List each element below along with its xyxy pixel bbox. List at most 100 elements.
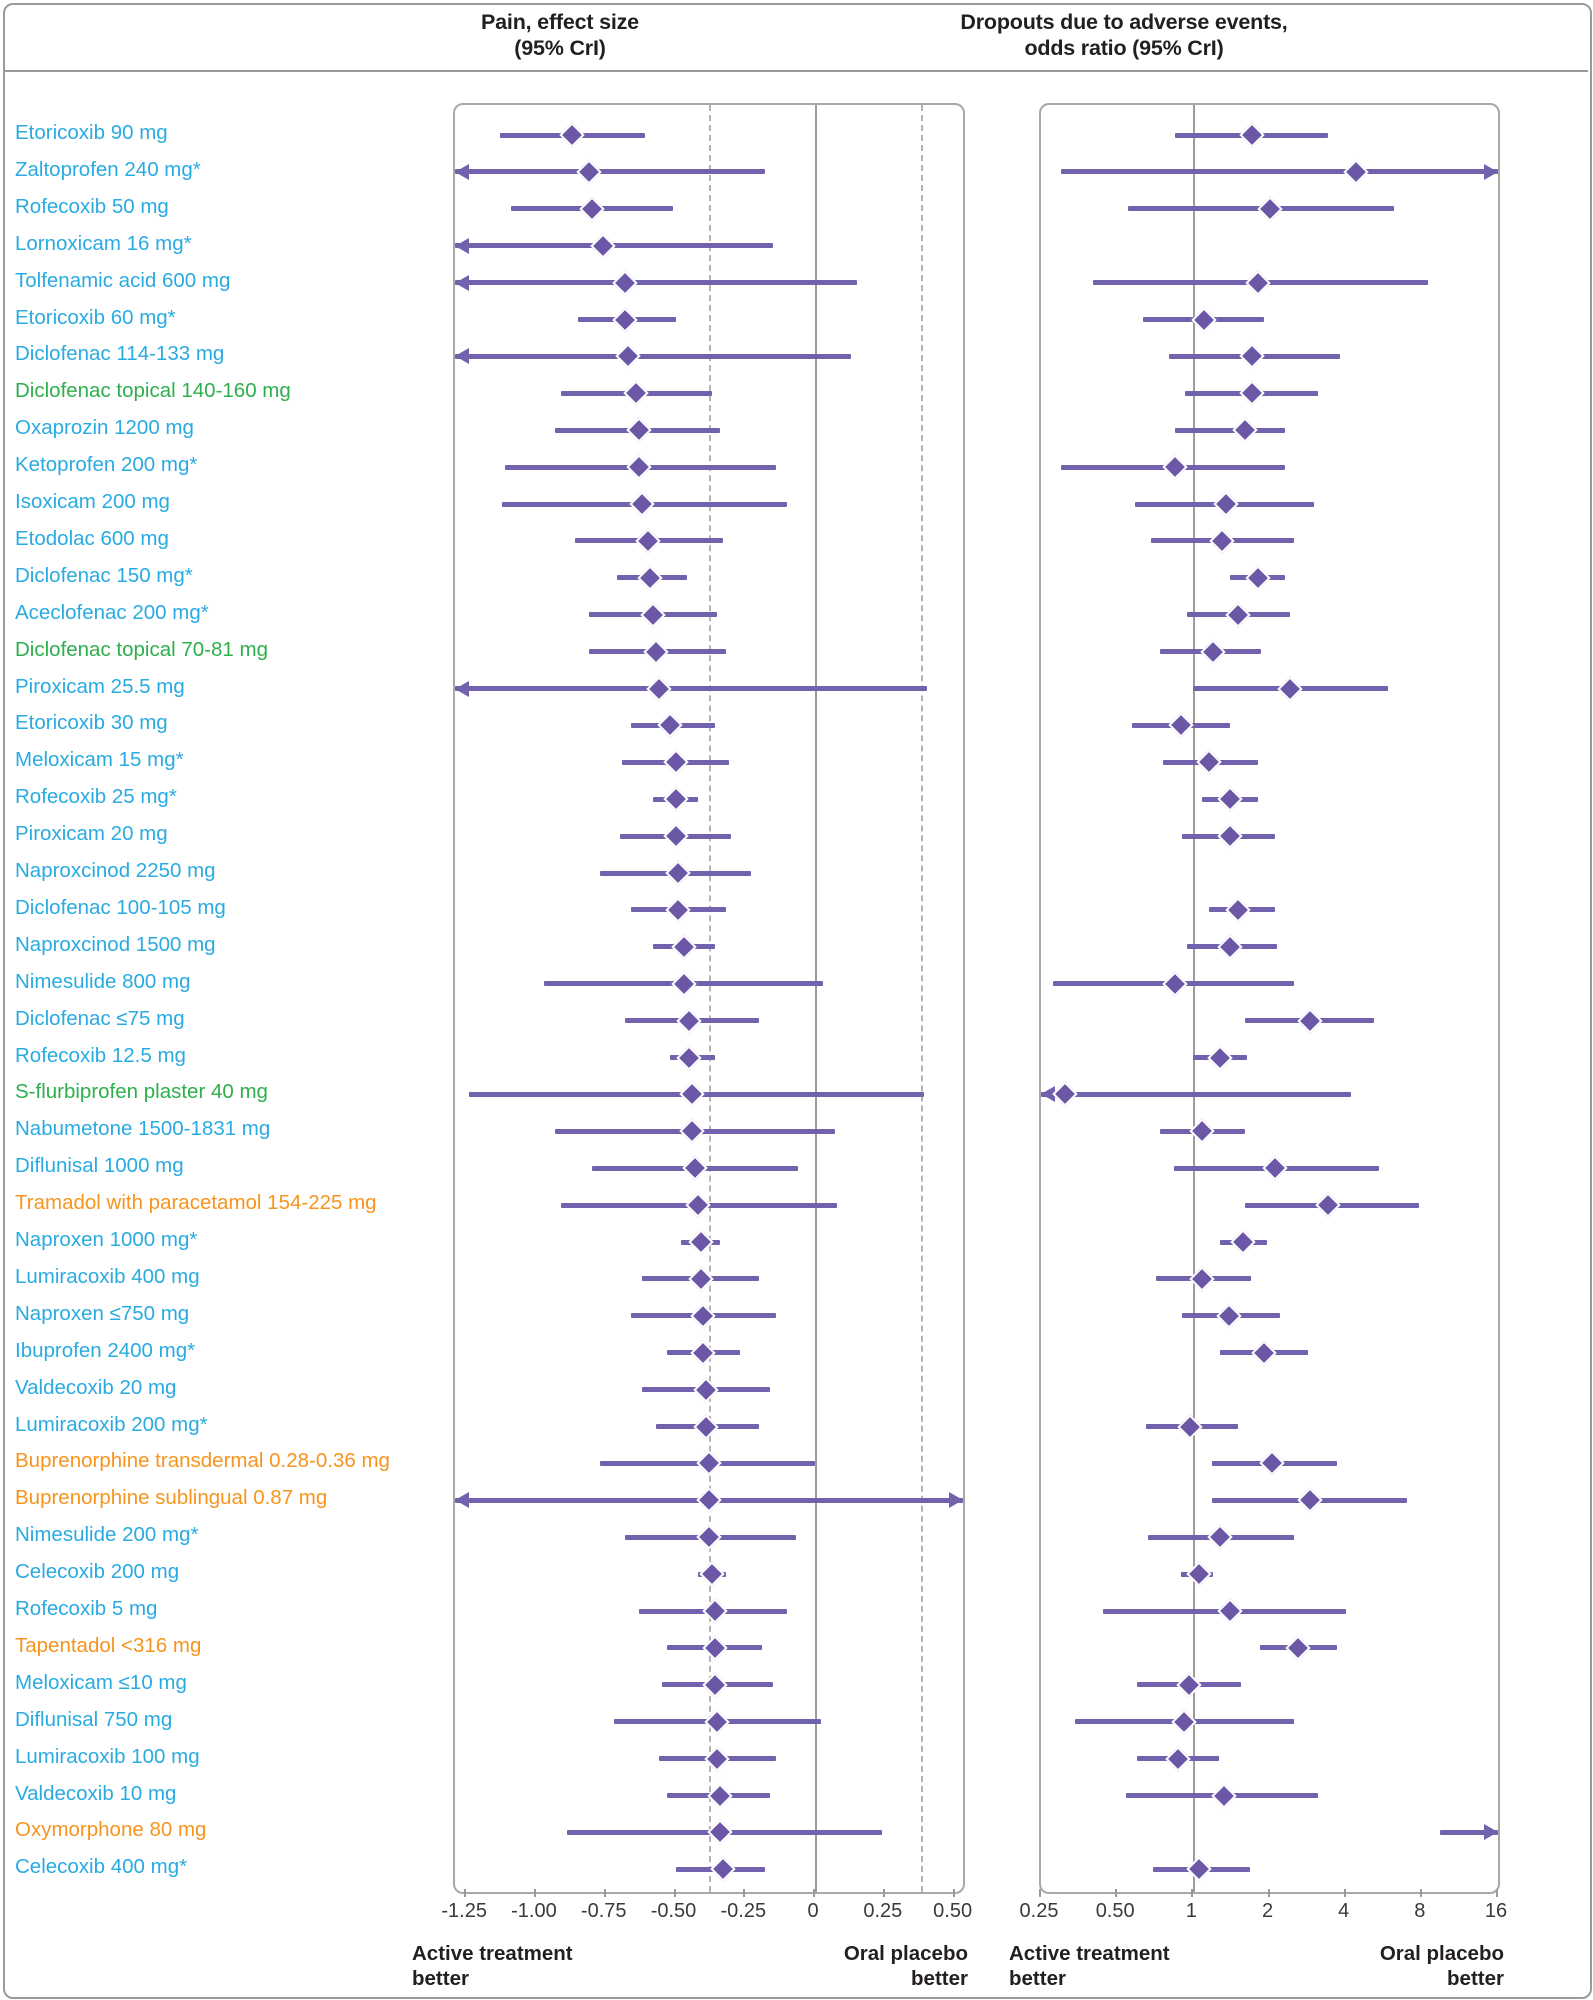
point-estimate-diamond	[1262, 1155, 1288, 1181]
point-estimate-diamond	[579, 196, 605, 222]
point-estimate-diamond	[1225, 897, 1251, 923]
treatment-label: Naproxen 1000 mg*	[15, 1228, 198, 1251]
point-estimate-diamond	[1213, 491, 1240, 517]
treatment-label: Lornoxicam 16 mg*	[15, 231, 192, 255]
axis-tick	[1419, 1889, 1422, 1897]
point-estimate-diamond	[1162, 970, 1189, 997]
point-estimate-diamond	[679, 1081, 705, 1108]
treatment-label: Piroxicam 20 mg	[15, 822, 168, 846]
treatment-label: Rofecoxib 5 mg	[15, 1597, 158, 1620]
ci-arrow-right	[949, 1492, 963, 1509]
pain-axis-left-caption: Active treatment better	[412, 1942, 573, 1990]
point-estimate-diamond	[676, 1044, 703, 1071]
treatment-label: Diclofenac ≤75 mg	[15, 1006, 185, 1030]
axis-tick-label: -0.50	[650, 1900, 697, 1922]
treatment-label: S-flurbiprofen plaster 40 mg	[15, 1080, 268, 1104]
axis-tick	[673, 1889, 676, 1897]
point-estimate-diamond	[1176, 1672, 1202, 1698]
treatment-label: Zaltoprofen 240 mg*	[15, 157, 201, 181]
axis-tick	[464, 1889, 467, 1897]
treatment-label: Nimesulide 800 mg	[15, 969, 191, 993]
treatment-label: Etoricoxib 90 mg	[15, 121, 168, 144]
ci-arrow-left	[455, 274, 469, 291]
treatment-label: Diflunisal 750 mg	[15, 1707, 173, 1731]
treatment-label: Oxaprozin 1200 mg	[15, 416, 194, 440]
ci-line	[1041, 1091, 1352, 1097]
treatment-label: Oxymorphone 80 mg	[15, 1818, 207, 1842]
point-estimate-diamond	[696, 1487, 722, 1514]
axis-tick-label: -0.75	[580, 1900, 627, 1922]
point-estimate-diamond	[1206, 1524, 1233, 1550]
point-estimate-diamond	[665, 897, 692, 923]
ci-line	[455, 169, 765, 175]
ci-line	[455, 353, 852, 359]
point-estimate-diamond	[1215, 1303, 1242, 1329]
dropouts-axis-tick-labels: 0.25 0.50 1 2 4 8 16	[1020, 1900, 1508, 1926]
dropouts-panel-title-line1: Dropouts due to adverse events,	[960, 10, 1288, 34]
ci-arrow-right	[1484, 1824, 1498, 1841]
point-estimate-diamond	[1343, 159, 1369, 185]
point-estimate-diamond	[662, 823, 689, 849]
point-estimate-diamond	[623, 380, 650, 407]
axis-tick	[1267, 1889, 1270, 1897]
point-estimate-diamond	[1238, 343, 1265, 370]
treatment-label: Celecoxib 400 mg*	[15, 1855, 188, 1879]
point-estimate-diamond	[671, 970, 697, 997]
axis-tick	[1191, 1889, 1194, 1897]
ci-line	[1175, 427, 1285, 433]
point-estimate-diamond	[665, 860, 692, 886]
dropouts-forest-panel	[1039, 103, 1500, 1894]
pain-axis-tick-labels: -1.25 -1.00 -0.75 -0.50 -0.25 0 0.25 0.50	[441, 1900, 972, 1926]
treatment-label: Etoricoxib 60 mg*	[15, 305, 176, 329]
axis-tick	[882, 1889, 885, 1897]
axis-tick-label: -1.00	[511, 1900, 557, 1922]
axis-tick	[533, 1889, 536, 1897]
axis-tick-label: 2	[1261, 1900, 1274, 1922]
axis-tick-label: -1.25	[441, 1900, 487, 1922]
dropouts-axis-ticks	[1039, 1889, 1498, 1898]
ci-arrow-left	[455, 680, 469, 697]
treatment-label: Naproxcinod 2250 mg	[15, 859, 216, 882]
point-estimate-diamond	[559, 122, 585, 148]
axis-tick	[603, 1889, 606, 1897]
treatment-label: Nabumetone 1500-1831 mg	[15, 1117, 271, 1141]
axis-tick-label: 0.50	[933, 1900, 973, 1922]
treatment-label: Isoxicam 200 mg	[15, 490, 170, 513]
point-estimate-diamond	[701, 1598, 728, 1624]
axis-tick	[952, 1889, 955, 1897]
threshold-dashed-line	[921, 105, 924, 1892]
treatment-label: Ketoprofen 200 mg*	[15, 453, 198, 477]
point-estimate-diamond	[707, 1782, 733, 1809]
point-estimate-diamond	[1209, 528, 1235, 554]
point-estimate-diamond	[1245, 269, 1271, 296]
point-estimate-diamond	[693, 1376, 719, 1403]
point-estimate-diamond	[1185, 1856, 1212, 1883]
point-estimate-diamond	[615, 343, 641, 370]
axis-tick	[1115, 1889, 1118, 1897]
treatment-label: Etoricoxib 30 mg	[15, 711, 168, 735]
point-estimate-diamond	[696, 1450, 722, 1477]
axis-tick	[1343, 1889, 1346, 1897]
pain-axis-ticks	[453, 1889, 961, 1898]
point-estimate-diamond	[576, 159, 602, 185]
axis-tick-label: 0.50	[1095, 1900, 1135, 1922]
treatment-label: Rofecoxib 12.5 mg	[15, 1043, 186, 1067]
pain-panel-title-line1: Pain, effect size	[481, 10, 639, 34]
treatment-label: Lumiracoxib 400 mg	[15, 1264, 200, 1288]
point-estimate-diamond	[1200, 638, 1227, 665]
treatment-label: Nimesulide 200 mg*	[15, 1523, 199, 1547]
point-estimate-diamond	[590, 232, 616, 259]
axis-tick-label: 8	[1414, 1900, 1426, 1922]
point-estimate-diamond	[634, 528, 661, 554]
axis-tick	[1039, 1889, 1041, 1897]
point-estimate-diamond	[1238, 122, 1265, 148]
treatment-label: Diclofenac 100-105 mg	[15, 895, 226, 919]
treatment-label: Aceclofenac 200 mg*	[15, 600, 209, 624]
point-estimate-diamond	[1167, 712, 1194, 739]
point-estimate-diamond	[1217, 786, 1244, 812]
point-estimate-diamond	[626, 454, 652, 480]
point-estimate-diamond	[707, 1819, 733, 1846]
point-estimate-diamond	[662, 786, 689, 812]
ci-line	[1439, 1829, 1498, 1835]
treatment-label: Valdecoxib 20 mg	[15, 1375, 177, 1399]
